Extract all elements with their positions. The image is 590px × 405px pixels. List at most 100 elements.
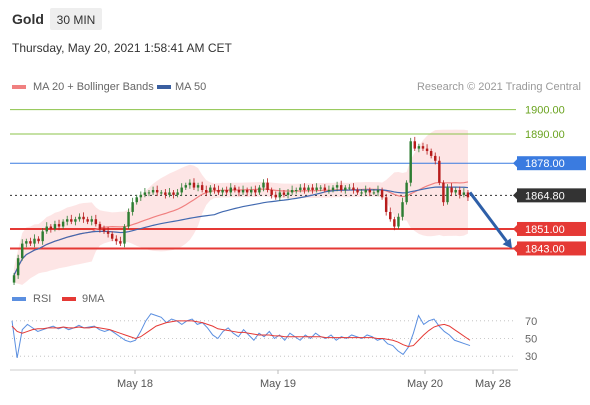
x-tick-label: May 28 [475,378,511,390]
candle [454,187,457,195]
candle [434,152,437,165]
candle [139,191,143,201]
candle [135,194,138,205]
candle [303,183,306,194]
candle [241,185,245,195]
legend-9ma-label: 9MA [82,293,105,305]
candle [65,215,69,226]
candle [164,189,167,199]
level-label-1843.00: 1843.00 [525,243,565,255]
x-tick-label: May 19 [260,378,296,390]
candle [380,187,384,200]
candle [384,193,388,216]
candle [192,178,196,190]
candle [331,185,335,193]
candle [49,224,53,233]
timeframe-badge[interactable] [50,8,102,30]
legend-ma20-swatch [12,85,26,89]
candle [262,179,265,192]
candle [110,231,114,242]
candle [438,156,441,186]
candle [245,187,249,197]
candle [335,181,339,192]
candle [90,215,93,226]
rsi-tick-30: 30 [525,351,537,363]
candle [29,237,32,247]
candle [352,183,355,194]
candle [180,183,183,197]
level-label-1890.00: 1890.00 [525,129,565,141]
instrument-name: Gold [12,11,44,27]
candle [282,190,286,198]
candle [70,214,73,225]
level-box-1878.00 [517,156,586,171]
candle [376,185,380,197]
rsi-line [11,313,471,359]
rsi-9ma-line [11,320,471,347]
price-panel: 1900.00 1890.00 1878.00 1864.80 1851.00 1843.… [10,105,586,285]
candle [323,184,327,193]
candle [188,179,192,189]
candle [368,187,372,197]
candle [160,190,163,195]
candle [450,183,453,197]
legend-9ma-swatch [62,297,76,301]
candle [200,181,204,193]
candle [86,216,89,225]
candle [421,142,425,152]
candle [131,197,134,216]
candle [41,228,44,245]
legend-rsi-swatch [12,297,26,301]
level-pointer-1864.80 [513,191,517,200]
candle [339,180,343,193]
current-price-box [517,188,586,203]
candle [307,185,310,193]
current-price-label: 1864.80 [525,190,565,202]
candle [266,178,269,193]
legend-ma50-label: MA 50 [175,81,206,93]
candle [258,185,261,195]
candle [278,188,282,201]
candle [20,239,24,261]
candle [78,213,81,222]
candle [405,180,408,205]
candle [458,186,462,199]
candle [344,185,347,194]
level-label-1878.00: 1878.00 [525,158,565,170]
candle [429,148,433,159]
candle [348,184,351,190]
level-label-1851.00: 1851.00 [525,224,565,236]
x-tick-label: May 18 [117,378,153,390]
candle [270,187,273,199]
rsi-tick-70: 70 [525,316,537,328]
candle [209,185,212,195]
level-pointer-1843.00 [513,244,517,253]
candle [446,184,449,205]
candle [12,272,16,285]
candle [425,144,429,155]
candle [233,185,237,193]
candle [119,236,122,247]
bollinger-band [14,129,468,285]
candle [294,187,298,194]
forecast-arrow [468,191,508,243]
candle [37,236,40,244]
candle [389,207,392,222]
candle [274,191,277,200]
candle [33,234,36,248]
candle [286,189,290,199]
candle [466,190,470,201]
candle [401,197,404,221]
candle [311,184,314,194]
candle [168,188,171,198]
rsi-tick-50: 50 [525,334,537,346]
candle [82,212,85,223]
candle [249,186,253,195]
candle [225,186,228,195]
candle [172,190,175,199]
timeframe-label: 30 MIN [57,13,96,27]
candle [151,186,155,195]
level-pointer-1851.00 [513,224,517,233]
candle [409,137,412,187]
